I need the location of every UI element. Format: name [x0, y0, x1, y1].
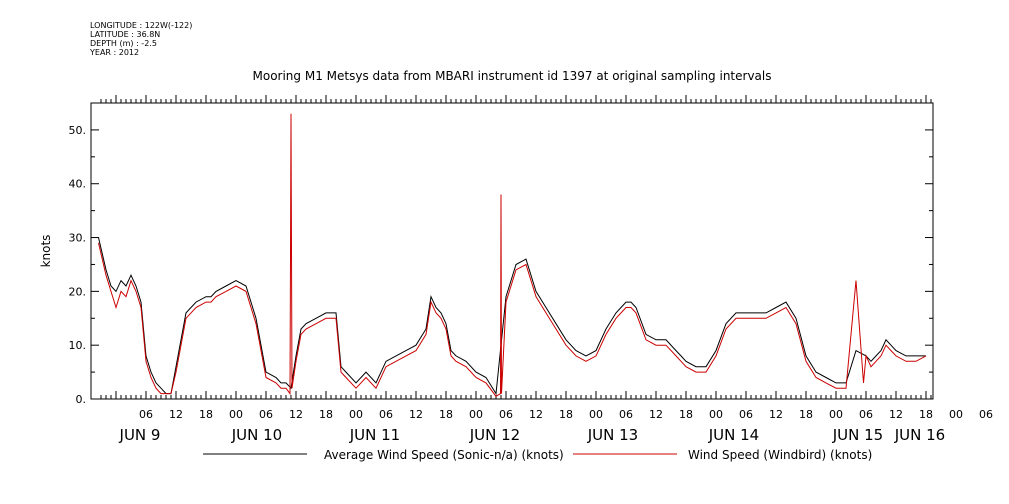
chart-title: Mooring M1 Metsys data from MBARI instru…: [253, 69, 772, 83]
plot-frame: [90, 102, 934, 400]
x-hour-label: 18: [319, 408, 333, 421]
metadata-block: LONGITUDE : 122W(-122) LATITUDE : 36.8N …: [90, 21, 192, 57]
x-hour-label: 00: [229, 408, 243, 421]
x-hour-label: 00: [949, 408, 963, 421]
x-day-label: JUN 16: [894, 426, 945, 444]
x-hour-label: 06: [739, 408, 753, 421]
x-hour-label: 06: [139, 408, 153, 421]
x-day-label: JUN 15: [832, 426, 883, 444]
x-hour-label: 12: [529, 408, 543, 421]
legend: Average Wind Speed (Sonic-n/a) (knots) W…: [203, 448, 872, 462]
series-sonic-line: [98, 237, 926, 396]
x-hour-label: 12: [889, 408, 903, 421]
series-windbird-line: [98, 113, 927, 397]
x-hour-label: 00: [469, 408, 483, 421]
y-tick-label: 50.: [69, 124, 87, 137]
x-hour-label: 18: [679, 408, 693, 421]
year-label: YEAR : 2012: [90, 48, 140, 57]
x-hour-label: 12: [409, 408, 423, 421]
x-hour-label: 06: [979, 408, 993, 421]
x-hour-label: 18: [919, 408, 933, 421]
x-hour-label: 00: [349, 408, 363, 421]
depth-label: DEPTH (m) : -2.5: [90, 39, 157, 48]
x-day-label: JUN 10: [231, 426, 282, 444]
x-hour-label: 06: [379, 408, 393, 421]
x-hour-label: 18: [439, 408, 453, 421]
y-tick-label: 40.: [69, 178, 87, 191]
axis-layer: 0. 10. 20. 30. 40. 50. 06 12 18 00 06 12 18 00 06 12 18 0…: [69, 95, 993, 444]
x-hour-label: 00: [829, 408, 843, 421]
x-day-label: JUN 11: [349, 426, 400, 444]
y-tick-label: 20.: [69, 285, 87, 298]
x-hour-label: 00: [589, 408, 603, 421]
y-tick-label: 0.: [76, 393, 87, 406]
x-hour-label: 12: [649, 408, 663, 421]
latitude-label: LATITUDE : 36.8N: [90, 30, 161, 39]
y-tick-label: 30.: [69, 232, 87, 245]
x-day-label: JUN 13: [587, 426, 638, 444]
x-hour-label: 06: [499, 408, 513, 421]
x-hour-label: 06: [619, 408, 633, 421]
longitude-label: LONGITUDE : 122W(-122): [90, 21, 193, 30]
x-hour-label: 12: [289, 408, 303, 421]
x-hour-label: 18: [799, 408, 813, 421]
y-tick-label: 10.: [69, 339, 87, 352]
x-hour-label: 18: [559, 408, 573, 421]
legend-label-windbird: Wind Speed (Windbird) (knots): [688, 448, 872, 462]
x-hour-label: 18: [199, 408, 213, 421]
x-hour-label: 06: [859, 408, 873, 421]
x-day-label: JUN 14: [708, 426, 759, 444]
x-day-label: JUN 9: [119, 426, 161, 444]
x-day-label: JUN 12: [469, 426, 520, 444]
x-hour-label: 12: [169, 408, 183, 421]
x-hour-label: 00: [709, 408, 723, 421]
x-hour-label: 12: [769, 408, 783, 421]
legend-label-sonic: Average Wind Speed (Sonic-n/a) (knots): [324, 448, 564, 462]
series-layer: [98, 113, 927, 397]
y-axis-label: knots: [39, 235, 53, 268]
x-hour-label: 06: [259, 408, 273, 421]
